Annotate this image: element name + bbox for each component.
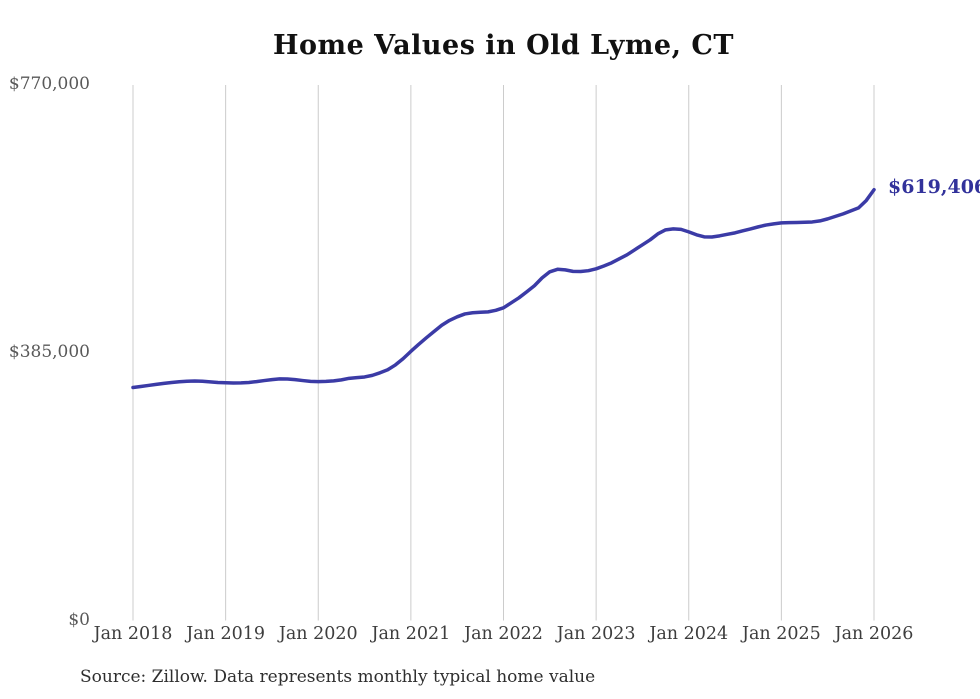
source-note: Source: Zillow. Data represents monthly … <box>80 667 596 687</box>
x-axis-tick-label: Jan 2023 <box>556 624 636 644</box>
latest-value-label: $619,406 <box>888 175 980 198</box>
x-axis-tick-label: Jan 2025 <box>741 624 821 644</box>
y-axis-tick-label: $770,000 <box>8 74 90 94</box>
y-axis-tick-label: $385,000 <box>8 341 90 362</box>
x-axis-tick-label: Jan 2026 <box>834 624 914 644</box>
x-axis-tick-label: Jan 2021 <box>371 624 451 644</box>
x-axis-tick-label: Jan 2018 <box>93 624 173 644</box>
chart-title: Home Values in Old Lyme, CT <box>273 30 734 61</box>
y-axis-tick-label: $0 <box>68 609 90 630</box>
x-axis-tick-label: Jan 2024 <box>649 624 729 644</box>
x-axis-tick-label: Jan 2022 <box>464 624 543 644</box>
home-value-line-series <box>131 187 876 390</box>
x-axis-tick-label: Jan 2020 <box>278 624 358 644</box>
x-axis-tick-label: Jan 2019 <box>186 624 266 644</box>
